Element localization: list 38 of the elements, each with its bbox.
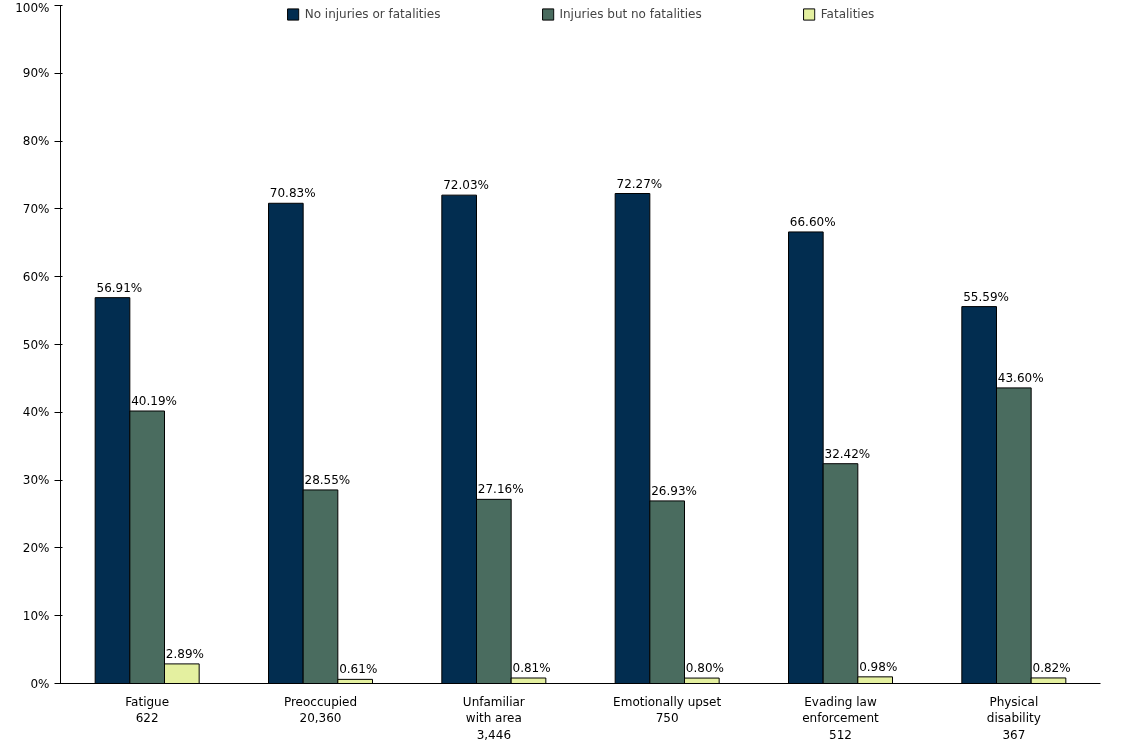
data-label: 0.98% — [859, 659, 898, 674]
legend-label: Fatalities — [820, 7, 875, 21]
x-tick-label: Physical disability 367 — [986, 694, 1041, 743]
data-label: 43.60% — [997, 370, 1044, 385]
data-label: 26.93% — [651, 483, 697, 498]
x-tick-label: Unfamiliar with area 3,446 — [462, 694, 525, 743]
y-tick-label: 0% — [30, 676, 50, 691]
y-tick-label: 20% — [22, 540, 50, 555]
legend-label: Injuries but no fatalities — [559, 7, 702, 21]
y-tick-label: 60% — [22, 269, 50, 284]
y-tick-label: 50% — [22, 337, 50, 352]
data-label: 70.83% — [269, 186, 316, 201]
data-label: 0.81% — [512, 661, 551, 676]
y-tick-label: 70% — [22, 201, 50, 216]
data-label: 66.60% — [789, 214, 836, 229]
x-tick-label: Preoccupied 20,360 — [283, 694, 358, 726]
legend-label: No injuries or fatalities — [304, 7, 441, 21]
data-label: 72.27% — [616, 176, 663, 191]
y-tick-label: 90% — [22, 66, 50, 81]
y-tick-label: 30% — [22, 473, 50, 488]
x-tick-label: Emotionally upset 750 — [613, 694, 722, 726]
x-tick-label: Fatigue 622 — [125, 694, 170, 726]
data-label: 28.55% — [304, 472, 351, 487]
x-tick-label: Evading law enforcement 512 — [802, 694, 880, 743]
data-label: 27.16% — [477, 482, 524, 497]
y-tick-label: 40% — [22, 405, 50, 420]
y-tick-label: 100% — [15, 0, 50, 15]
data-label: 0.80% — [685, 661, 724, 676]
data-label: 0.82% — [1032, 660, 1071, 675]
data-label: 2.89% — [165, 646, 204, 661]
data-label: 56.91% — [96, 280, 143, 295]
y-tick-label: 80% — [22, 134, 50, 149]
data-label: 72.03% — [443, 178, 489, 193]
data-label: 40.19% — [131, 394, 177, 409]
data-label: 0.61% — [339, 662, 378, 677]
data-label: 32.42% — [824, 446, 871, 461]
data-label: 55.59% — [963, 289, 1009, 304]
y-tick-label: 10% — [22, 608, 50, 623]
